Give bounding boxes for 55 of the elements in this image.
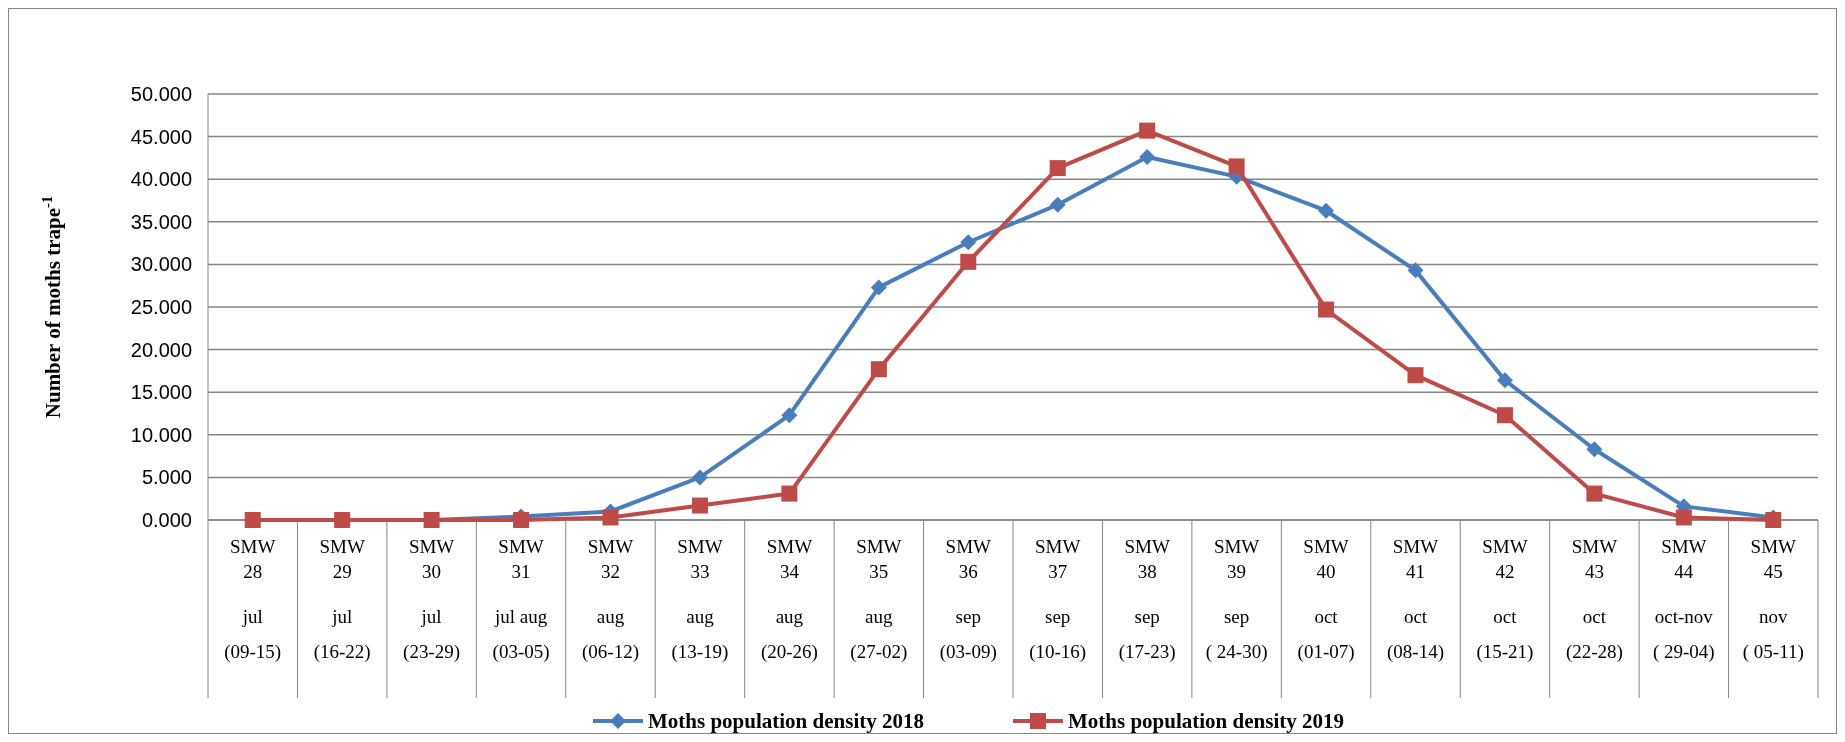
category-label: SMW 39 sep ( 24-30) bbox=[1205, 536, 1268, 662]
point bbox=[1139, 149, 1156, 166]
y-tick-label: 35.000 bbox=[130, 210, 192, 233]
y-tick-label: 30.000 bbox=[130, 253, 192, 276]
point bbox=[960, 253, 977, 270]
category-label: SMW 34 aug (20-26) bbox=[760, 536, 818, 662]
point bbox=[1228, 158, 1245, 175]
point bbox=[781, 407, 798, 424]
point bbox=[1586, 485, 1603, 502]
point bbox=[870, 279, 887, 296]
y-tick-label: 15.000 bbox=[130, 381, 192, 404]
category-label: SMW 44 oct-nov ( 29-04) bbox=[1652, 536, 1715, 662]
category-label: SMW 38 sep (17-23) bbox=[1118, 536, 1176, 662]
category-label: SMW 31 jul aug (03-05) bbox=[492, 536, 550, 662]
category-label: SMW 37 sep (10-16) bbox=[1029, 536, 1087, 662]
category-label: SMW 43 oct (22-28) bbox=[1565, 536, 1623, 662]
category-label: SMW 42 oct (15-21) bbox=[1476, 536, 1534, 662]
category-label: SMW 35 aug (27-02) bbox=[850, 536, 908, 662]
point bbox=[691, 497, 708, 514]
category-label: SMW 30 jul (23-29) bbox=[403, 536, 461, 662]
point bbox=[960, 234, 977, 251]
category-label: SMW 28 jul (09-15) bbox=[224, 536, 282, 662]
category-label: SMW 32 aug (06-12) bbox=[582, 536, 639, 662]
category-label: SMW 29 jul (16-22) bbox=[313, 536, 371, 662]
y-tick-label: 45.000 bbox=[130, 125, 192, 148]
category-label: SMW 33 aug (13-19) bbox=[671, 536, 729, 662]
category-label: SMW 45 nov ( 05-11) bbox=[1742, 536, 1804, 662]
y-tick-label: 40.000 bbox=[130, 168, 192, 191]
point bbox=[870, 361, 887, 378]
point bbox=[781, 485, 798, 502]
point bbox=[1496, 407, 1513, 424]
y-tick-label: 0.000 bbox=[141, 509, 192, 531]
category-label: SMW 41 oct (08-14) bbox=[1387, 536, 1444, 662]
point bbox=[1318, 202, 1335, 219]
point bbox=[1049, 196, 1066, 213]
point bbox=[1318, 301, 1335, 318]
point bbox=[1139, 122, 1156, 139]
y-tick-label: 5.000 bbox=[141, 466, 192, 489]
point bbox=[602, 509, 619, 526]
legend-label: Moths population density 2018 bbox=[648, 709, 924, 734]
y-tick-label: 25.000 bbox=[130, 296, 192, 318]
y-tick-label: 50.000 bbox=[130, 83, 192, 105]
point bbox=[1496, 372, 1513, 389]
legend-label: Moths population density 2019 bbox=[1068, 709, 1344, 734]
point bbox=[1586, 441, 1603, 458]
point bbox=[1049, 160, 1066, 177]
point bbox=[691, 469, 708, 486]
y-tick-label: 10.000 bbox=[130, 423, 192, 446]
point bbox=[513, 512, 530, 528]
point bbox=[1675, 509, 1692, 526]
point bbox=[1407, 367, 1424, 384]
category-label: SMW 36 sep (03-09) bbox=[939, 536, 997, 662]
point bbox=[1407, 262, 1424, 279]
y-tick-label: 20.000 bbox=[130, 338, 192, 361]
category-label: SMW 40 oct (01-07) bbox=[1297, 536, 1355, 662]
